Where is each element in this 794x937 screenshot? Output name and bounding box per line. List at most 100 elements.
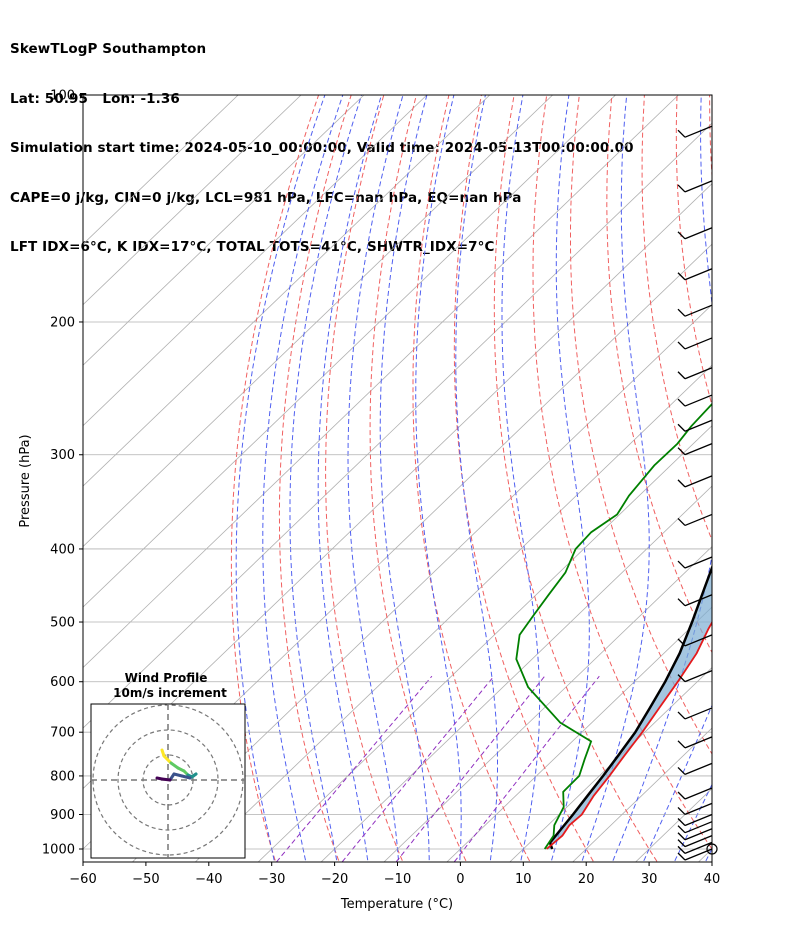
dry-adiabat-line (709, 95, 712, 184)
isotherm-line (83, 95, 616, 608)
isotherm-line (755, 95, 794, 868)
moist-adiabat-line (455, 95, 498, 862)
isotherm-line (83, 95, 365, 366)
wind-barb (677, 594, 713, 607)
wind-barb-staff (684, 828, 713, 841)
wind-barb-flag (677, 740, 686, 749)
wind-barb-staff (684, 419, 713, 432)
wind-barb-staff (684, 443, 713, 456)
wind-barb-staff (684, 594, 713, 607)
x-tick-label: 0 (456, 872, 464, 887)
wind-barb (677, 736, 713, 749)
isotherm-line (697, 848, 712, 862)
wind-barb-staff (684, 670, 713, 683)
wind-barb (677, 828, 713, 841)
wind-barb-flag (677, 598, 686, 607)
moist-adiabat-line (642, 704, 712, 862)
wind-barb-staff (684, 227, 713, 240)
isotherm-line (383, 546, 712, 862)
dry-adiabat-line (775, 95, 794, 868)
hodograph-subtitle: 10m/s increment (113, 686, 227, 700)
x-tick-label: 20 (578, 872, 595, 887)
wind-barb (677, 787, 713, 800)
wind-barb (677, 227, 713, 240)
wind-barb (677, 802, 713, 815)
dry-adiabat-line (493, 95, 658, 862)
mixing-ratio-line (453, 675, 600, 862)
wind-barb (677, 304, 713, 317)
dry-adiabat-line (412, 95, 531, 862)
wind-barb-staff (684, 835, 713, 848)
isotherm-line (83, 95, 679, 669)
wind-barb (677, 821, 713, 834)
wind-barb (677, 670, 713, 683)
y-tick-label: 900 (50, 808, 75, 823)
wind-barb-staff (684, 707, 713, 720)
isotherm-line (83, 95, 491, 487)
moist-adiabat-line (415, 95, 462, 862)
moist-adiabat-line (262, 95, 344, 862)
wind-barb-flag (677, 711, 686, 720)
wind-barb-flag (677, 791, 686, 800)
simulation-times: Simulation start time: 2024-05-10_00:00:… (10, 140, 634, 156)
moist-adiabat-line (673, 783, 712, 862)
wind-barb-flag (677, 818, 686, 826)
wind-barb-staff (684, 268, 713, 281)
dry-adiabat-line (742, 95, 794, 868)
moist-adiabat-line (379, 95, 430, 862)
wind-barb (677, 841, 713, 854)
x-tick-label: 30 (641, 872, 658, 887)
wind-barb (677, 475, 713, 488)
wind-barb-flag (677, 479, 686, 488)
moist-adiabat-line (704, 847, 712, 862)
wind-barb-flag (677, 447, 686, 456)
isotherm-line (83, 95, 302, 306)
y-tick-label: 700 (50, 726, 75, 741)
y-tick-label: 800 (50, 769, 75, 784)
hodograph-inset: Wind Profile 10m/s increment (90, 671, 246, 859)
y-tick-label: 500 (50, 616, 75, 631)
dewpoint-profile-line (515, 402, 712, 850)
y-tick-label: 200 (50, 315, 75, 330)
isotherm-line (320, 485, 712, 862)
wind-barb-staff (684, 762, 713, 776)
wind-barb-staff (684, 475, 713, 488)
wind-barb-flag (677, 839, 686, 848)
isotherm-line (446, 606, 712, 862)
isotherm-line (83, 95, 239, 245)
wind-barb-flag (677, 832, 686, 841)
x-tick-label: −40 (195, 872, 222, 887)
x-tick-label: −20 (321, 872, 348, 887)
wind-barb-flag (677, 806, 686, 815)
wind-barb-staff (684, 337, 713, 350)
hodograph-trace-segment (155, 776, 164, 781)
wind-barb (677, 634, 713, 647)
wind-barb-flag (677, 184, 686, 193)
wind-barb-flag (677, 638, 686, 647)
moist-adiabat-line (733, 95, 794, 868)
wind-barb (677, 513, 713, 527)
wind-barb-staff (684, 848, 713, 861)
temperature-profile-line (546, 620, 712, 850)
wind-barb-flag (677, 852, 686, 861)
wind-barb (677, 268, 713, 281)
wind-barb-flag (677, 845, 686, 854)
moist-adiabat-line (317, 95, 382, 862)
wind-barb-staff (684, 821, 713, 834)
wind-barb-flag (677, 674, 686, 683)
isotherm-line (83, 122, 712, 729)
dry-adiabat-line (675, 95, 712, 408)
x-tick-label: 10 (515, 872, 532, 887)
wind-barb-staff (684, 180, 713, 193)
y-axis-ticks: 100 200 300 400 500 600 700 800 900 1000 (42, 89, 83, 858)
wind-barb (677, 180, 713, 193)
wind-barb-staff (684, 787, 713, 800)
wind-barb-staff (684, 813, 713, 827)
wind-barb-staff (684, 736, 713, 749)
wind-barb (677, 813, 713, 827)
wind-barb-staff (684, 367, 713, 380)
wind-barb-flag (677, 766, 686, 775)
moist-adiabat-line (347, 95, 404, 862)
x-axis-ticks: −60 −50 −40 −30 −20 −10 0 10 20 30 40 (69, 862, 720, 887)
wind-barb-staff (684, 394, 713, 407)
